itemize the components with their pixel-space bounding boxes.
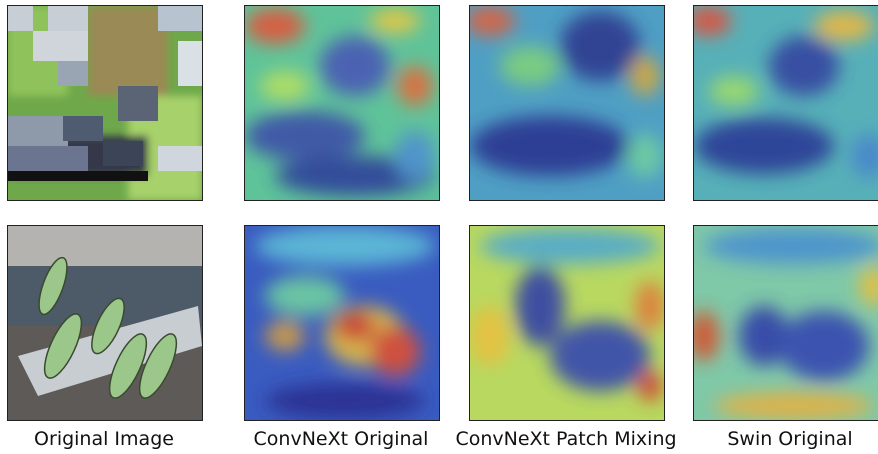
figure: Original Image ConvNeXt Original ConvNeX… <box>0 0 878 454</box>
heatmap <box>469 225 665 421</box>
heatmap <box>244 5 440 201</box>
heatmap <box>244 225 440 421</box>
caption: ConvNeXt Patch Mixing <box>446 428 686 450</box>
caption: Original Image <box>0 428 224 450</box>
caption: Swin Original <box>670 428 878 450</box>
heatmap <box>693 5 878 201</box>
image-original <box>7 225 203 421</box>
heatmap <box>693 225 878 421</box>
caption: ConvNeXt Original <box>221 428 461 450</box>
heatmap <box>469 5 665 201</box>
image-patched <box>7 5 203 201</box>
